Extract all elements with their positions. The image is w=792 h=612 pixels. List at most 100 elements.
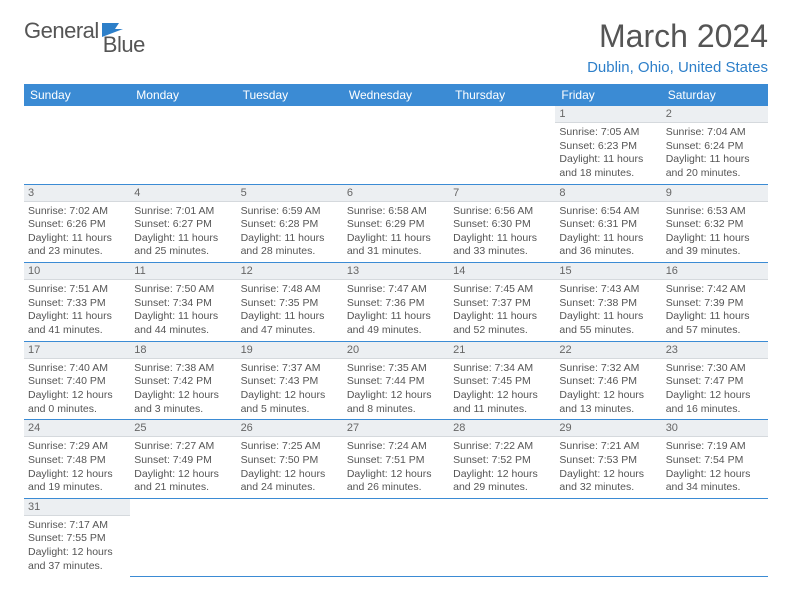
day-number: 21 [449,342,555,359]
calendar-day-cell: 20Sunrise: 7:35 AMSunset: 7:44 PMDayligh… [343,341,449,420]
day-details: Sunrise: 7:05 AMSunset: 6:23 PMDaylight:… [555,123,661,184]
calendar-empty-cell [237,498,343,576]
weekday-header: Saturday [662,84,768,106]
calendar-week-row: 3Sunrise: 7:02 AMSunset: 6:26 PMDaylight… [24,184,768,263]
calendar-day-cell: 14Sunrise: 7:45 AMSunset: 7:37 PMDayligh… [449,263,555,342]
weekday-header: Thursday [449,84,555,106]
day-details: Sunrise: 7:34 AMSunset: 7:45 PMDaylight:… [449,359,555,420]
calendar-week-row: 10Sunrise: 7:51 AMSunset: 7:33 PMDayligh… [24,263,768,342]
day-details: Sunrise: 7:29 AMSunset: 7:48 PMDaylight:… [24,437,130,498]
day-number: 9 [662,185,768,202]
calendar-day-cell: 22Sunrise: 7:32 AMSunset: 7:46 PMDayligh… [555,341,661,420]
calendar-empty-cell [130,498,236,576]
calendar-day-cell: 25Sunrise: 7:27 AMSunset: 7:49 PMDayligh… [130,420,236,499]
day-number: 30 [662,420,768,437]
weekday-header: Sunday [24,84,130,106]
calendar-day-cell: 13Sunrise: 7:47 AMSunset: 7:36 PMDayligh… [343,263,449,342]
day-details: Sunrise: 7:19 AMSunset: 7:54 PMDaylight:… [662,437,768,498]
day-details: Sunrise: 7:32 AMSunset: 7:46 PMDaylight:… [555,359,661,420]
day-details: Sunrise: 7:01 AMSunset: 6:27 PMDaylight:… [130,202,236,263]
day-number: 12 [237,263,343,280]
calendar-day-cell: 31Sunrise: 7:17 AMSunset: 7:55 PMDayligh… [24,498,130,576]
calendar-day-cell: 24Sunrise: 7:29 AMSunset: 7:48 PMDayligh… [24,420,130,499]
day-number: 25 [130,420,236,437]
calendar-day-cell: 11Sunrise: 7:50 AMSunset: 7:34 PMDayligh… [130,263,236,342]
day-number: 31 [24,499,130,516]
day-number: 3 [24,185,130,202]
day-number: 4 [130,185,236,202]
day-details: Sunrise: 6:58 AMSunset: 6:29 PMDaylight:… [343,202,449,263]
calendar-day-cell: 1Sunrise: 7:05 AMSunset: 6:23 PMDaylight… [555,106,661,184]
calendar-day-cell: 6Sunrise: 6:58 AMSunset: 6:29 PMDaylight… [343,184,449,263]
day-details: Sunrise: 7:35 AMSunset: 7:44 PMDaylight:… [343,359,449,420]
day-details: Sunrise: 7:51 AMSunset: 7:33 PMDaylight:… [24,280,130,341]
calendar-day-cell: 7Sunrise: 6:56 AMSunset: 6:30 PMDaylight… [449,184,555,263]
day-details: Sunrise: 7:38 AMSunset: 7:42 PMDaylight:… [130,359,236,420]
day-number: 27 [343,420,449,437]
calendar-day-cell: 9Sunrise: 6:53 AMSunset: 6:32 PMDaylight… [662,184,768,263]
day-number: 1 [555,106,661,123]
day-details: Sunrise: 7:25 AMSunset: 7:50 PMDaylight:… [237,437,343,498]
calendar-day-cell: 2Sunrise: 7:04 AMSunset: 6:24 PMDaylight… [662,106,768,184]
calendar-day-cell: 15Sunrise: 7:43 AMSunset: 7:38 PMDayligh… [555,263,661,342]
calendar-day-cell: 16Sunrise: 7:42 AMSunset: 7:39 PMDayligh… [662,263,768,342]
day-details: Sunrise: 7:47 AMSunset: 7:36 PMDaylight:… [343,280,449,341]
calendar-day-cell: 17Sunrise: 7:40 AMSunset: 7:40 PMDayligh… [24,341,130,420]
calendar-empty-cell [343,498,449,576]
day-details: Sunrise: 7:43 AMSunset: 7:38 PMDaylight:… [555,280,661,341]
calendar-day-cell: 28Sunrise: 7:22 AMSunset: 7:52 PMDayligh… [449,420,555,499]
calendar-day-cell: 5Sunrise: 6:59 AMSunset: 6:28 PMDaylight… [237,184,343,263]
day-number: 8 [555,185,661,202]
day-details: Sunrise: 6:56 AMSunset: 6:30 PMDaylight:… [449,202,555,263]
calendar-body: 1Sunrise: 7:05 AMSunset: 6:23 PMDaylight… [24,106,768,576]
day-number: 10 [24,263,130,280]
calendar-day-cell: 4Sunrise: 7:01 AMSunset: 6:27 PMDaylight… [130,184,236,263]
calendar-empty-cell [662,498,768,576]
calendar-grid: SundayMondayTuesdayWednesdayThursdayFrid… [24,84,768,577]
calendar-day-cell: 8Sunrise: 6:54 AMSunset: 6:31 PMDaylight… [555,184,661,263]
day-number: 24 [24,420,130,437]
calendar-day-cell: 27Sunrise: 7:24 AMSunset: 7:51 PMDayligh… [343,420,449,499]
day-number: 5 [237,185,343,202]
day-number: 18 [130,342,236,359]
day-number: 11 [130,263,236,280]
calendar-week-row: 24Sunrise: 7:29 AMSunset: 7:48 PMDayligh… [24,420,768,499]
day-number: 2 [662,106,768,123]
day-number: 13 [343,263,449,280]
day-details: Sunrise: 7:21 AMSunset: 7:53 PMDaylight:… [555,437,661,498]
day-details: Sunrise: 7:24 AMSunset: 7:51 PMDaylight:… [343,437,449,498]
weekday-header: Tuesday [237,84,343,106]
weekday-header: Friday [555,84,661,106]
day-details: Sunrise: 7:45 AMSunset: 7:37 PMDaylight:… [449,280,555,341]
day-details: Sunrise: 7:40 AMSunset: 7:40 PMDaylight:… [24,359,130,420]
day-number: 22 [555,342,661,359]
day-details: Sunrise: 7:04 AMSunset: 6:24 PMDaylight:… [662,123,768,184]
day-number: 17 [24,342,130,359]
calendar-day-cell: 21Sunrise: 7:34 AMSunset: 7:45 PMDayligh… [449,341,555,420]
calendar-day-cell: 26Sunrise: 7:25 AMSunset: 7:50 PMDayligh… [237,420,343,499]
day-number: 7 [449,185,555,202]
calendar-week-row: 17Sunrise: 7:40 AMSunset: 7:40 PMDayligh… [24,341,768,420]
day-number: 15 [555,263,661,280]
calendar-empty-cell [237,106,343,184]
weekday-header: Wednesday [343,84,449,106]
day-number: 28 [449,420,555,437]
day-details: Sunrise: 7:27 AMSunset: 7:49 PMDaylight:… [130,437,236,498]
day-number: 14 [449,263,555,280]
calendar-day-cell: 12Sunrise: 7:48 AMSunset: 7:35 PMDayligh… [237,263,343,342]
brand-logo: General Blue [24,18,145,44]
calendar-empty-cell [24,106,130,184]
day-details: Sunrise: 7:37 AMSunset: 7:43 PMDaylight:… [237,359,343,420]
page-title: March 2024 [599,18,768,55]
calendar-day-cell: 3Sunrise: 7:02 AMSunset: 6:26 PMDaylight… [24,184,130,263]
calendar-day-cell: 10Sunrise: 7:51 AMSunset: 7:33 PMDayligh… [24,263,130,342]
brand-word1: General [24,18,99,44]
day-number: 20 [343,342,449,359]
calendar-empty-cell [449,106,555,184]
day-details: Sunrise: 6:54 AMSunset: 6:31 PMDaylight:… [555,202,661,263]
day-details: Sunrise: 6:53 AMSunset: 6:32 PMDaylight:… [662,202,768,263]
location-subtitle: Dublin, Ohio, United States [24,59,768,76]
day-details: Sunrise: 6:59 AMSunset: 6:28 PMDaylight:… [237,202,343,263]
day-number: 16 [662,263,768,280]
calendar-day-cell: 29Sunrise: 7:21 AMSunset: 7:53 PMDayligh… [555,420,661,499]
